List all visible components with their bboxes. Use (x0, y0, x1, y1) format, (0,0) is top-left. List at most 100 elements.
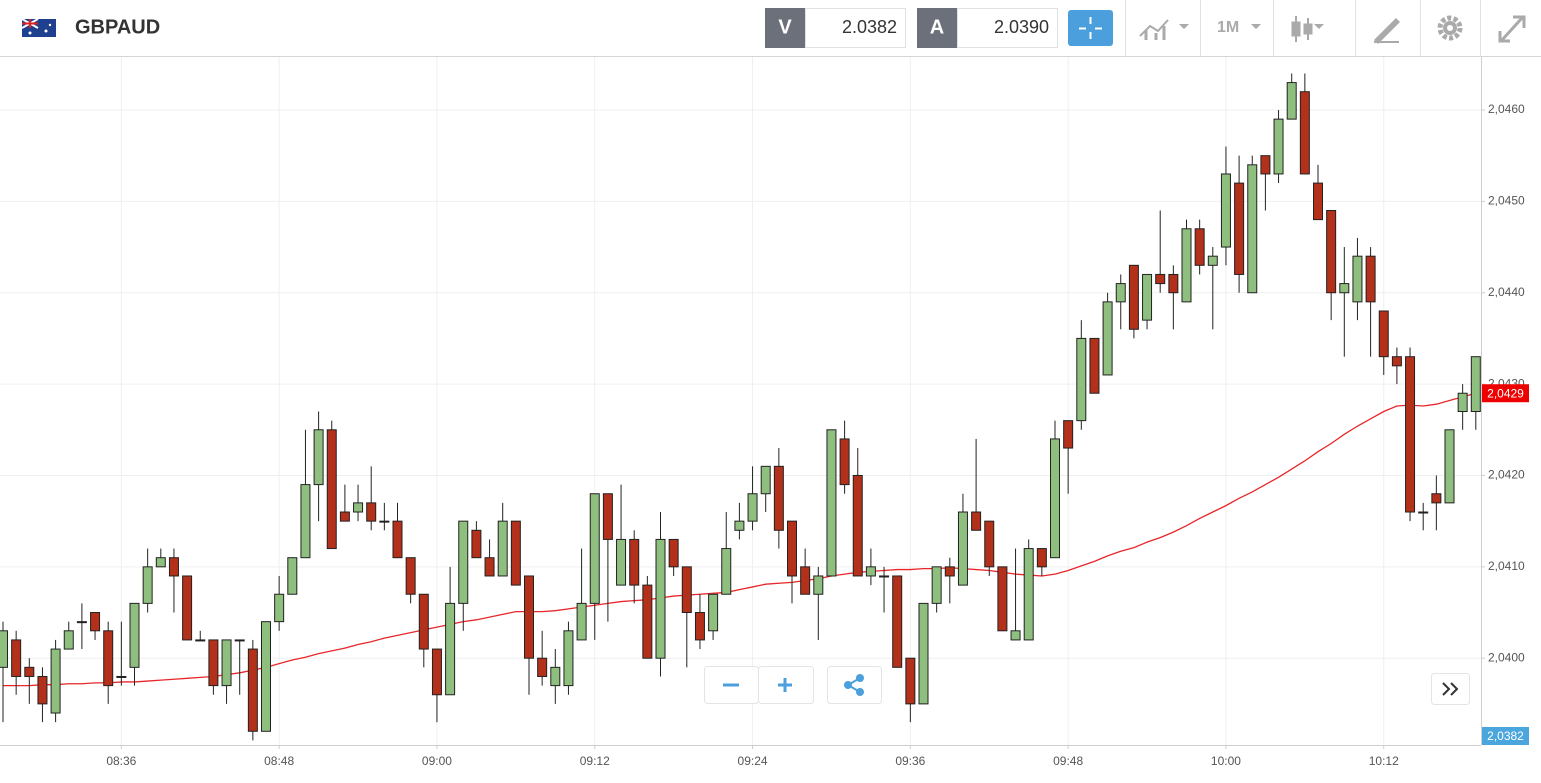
candle-body (1010, 630, 1021, 641)
candle-body (1418, 511, 1429, 514)
candle-body (405, 557, 416, 595)
timeframe-caret (1251, 24, 1261, 29)
candle-body (1339, 283, 1350, 294)
candle-body (261, 621, 271, 732)
candle-body (826, 429, 837, 577)
candle-body (1326, 209, 1337, 294)
candle-body (1444, 429, 1455, 504)
x-tick-label: 08:48 (264, 754, 294, 768)
scroll-end-button[interactable] (1431, 673, 1470, 705)
sell-price: 2.0382 (842, 17, 897, 37)
candle-body (379, 520, 390, 523)
candle-body (1247, 164, 1258, 294)
candle-body (1299, 91, 1310, 175)
chart-type-button[interactable] (1139, 19, 1189, 40)
candle-body (11, 639, 22, 677)
candle-body (208, 639, 219, 687)
candle-body (589, 493, 600, 604)
last-price-label: 2,0429 (1487, 386, 1524, 400)
candle-body (116, 675, 127, 678)
candle-body (366, 502, 377, 522)
candle-body (195, 639, 206, 642)
candle-body (1076, 337, 1087, 422)
symbol: GBPAUD (75, 16, 160, 38)
candle-type-button[interactable] (1291, 16, 1324, 42)
candle-body (931, 566, 942, 604)
candle-body (787, 520, 797, 577)
bid-price-badge (1482, 727, 1529, 745)
x-tick-label: 09:24 (738, 754, 768, 768)
x-tick-label: 09:36 (895, 754, 925, 768)
candle-body (471, 529, 482, 559)
candle-body (813, 575, 824, 595)
sell-label: V (778, 16, 792, 38)
candle-body (734, 520, 745, 531)
candle-body (1155, 273, 1166, 285)
candle-body (37, 675, 48, 705)
candle-body (1470, 356, 1481, 413)
candle-body (905, 657, 916, 705)
candle-body (1102, 301, 1113, 376)
candle-body (300, 484, 311, 559)
timeframe[interactable]: 1M (1217, 19, 1239, 36)
zoom-out-button[interactable] (704, 666, 759, 704)
sell-button[interactable] (765, 8, 805, 48)
y-tick-label: 2,0450 (1488, 194, 1525, 208)
candle-body (576, 602, 587, 641)
candle-body (918, 602, 929, 705)
candle-body (1431, 493, 1442, 504)
buy-price: 2.0390 (994, 17, 1049, 37)
candle-body (182, 575, 193, 641)
candle-body (694, 612, 705, 641)
candle-body (524, 575, 534, 659)
candle-body (1457, 392, 1468, 413)
candle-body (747, 493, 758, 522)
candle-body (1260, 155, 1271, 175)
buy-button[interactable] (917, 8, 957, 48)
candle-body (865, 566, 876, 577)
candles (0, 73, 1481, 741)
candle-body (484, 557, 495, 577)
candle-body (234, 639, 245, 642)
candle-body (221, 639, 232, 687)
candle-body (431, 648, 442, 696)
candle-body (1234, 182, 1245, 275)
candle-body (537, 657, 548, 677)
y-tick-label: 2,0400 (1488, 650, 1525, 664)
x-tick-label: 08:36 (106, 754, 136, 768)
candle-body (76, 621, 87, 624)
candle-body (510, 520, 521, 586)
candle-body (458, 520, 469, 604)
fullscreen-button[interactable] (1498, 15, 1526, 43)
candle-body (1405, 356, 1416, 513)
candle-body (287, 557, 298, 595)
candle-body (602, 493, 613, 540)
zoom-in-button[interactable] (758, 666, 814, 704)
candle-body (852, 474, 863, 577)
buy-price-box (957, 8, 1058, 48)
x-tick-label: 10:12 (1369, 754, 1399, 768)
candle-body (247, 648, 258, 732)
crosshair-button[interactable] (1068, 10, 1113, 46)
bid-price-label: 2,0382 (1487, 729, 1524, 743)
y-tick-label: 2,0420 (1488, 468, 1525, 482)
candle-body (1128, 264, 1139, 330)
candle-body (629, 538, 640, 586)
candle-body (418, 593, 429, 650)
candle-body (313, 429, 324, 486)
candle-body (274, 593, 285, 623)
toolbar-separators (1125, 0, 1481, 56)
candle-body (892, 575, 903, 668)
candle-body (681, 566, 692, 614)
candle-body (24, 666, 35, 677)
candle-body (563, 630, 574, 687)
candle-body (63, 630, 74, 650)
candle-body (1286, 82, 1297, 120)
candle-body (971, 511, 982, 531)
share-button[interactable] (827, 666, 882, 704)
drawing-tool-button[interactable] (1374, 18, 1400, 44)
candle-body (760, 465, 771, 495)
candle-body (1142, 273, 1153, 321)
candle-body (1168, 273, 1179, 294)
settings-button[interactable] (1437, 15, 1463, 41)
